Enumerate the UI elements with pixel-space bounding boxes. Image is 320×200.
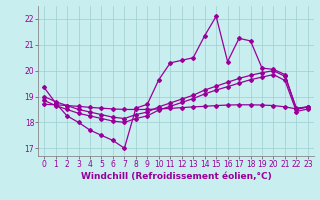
X-axis label: Windchill (Refroidissement éolien,°C): Windchill (Refroidissement éolien,°C) [81,172,271,181]
